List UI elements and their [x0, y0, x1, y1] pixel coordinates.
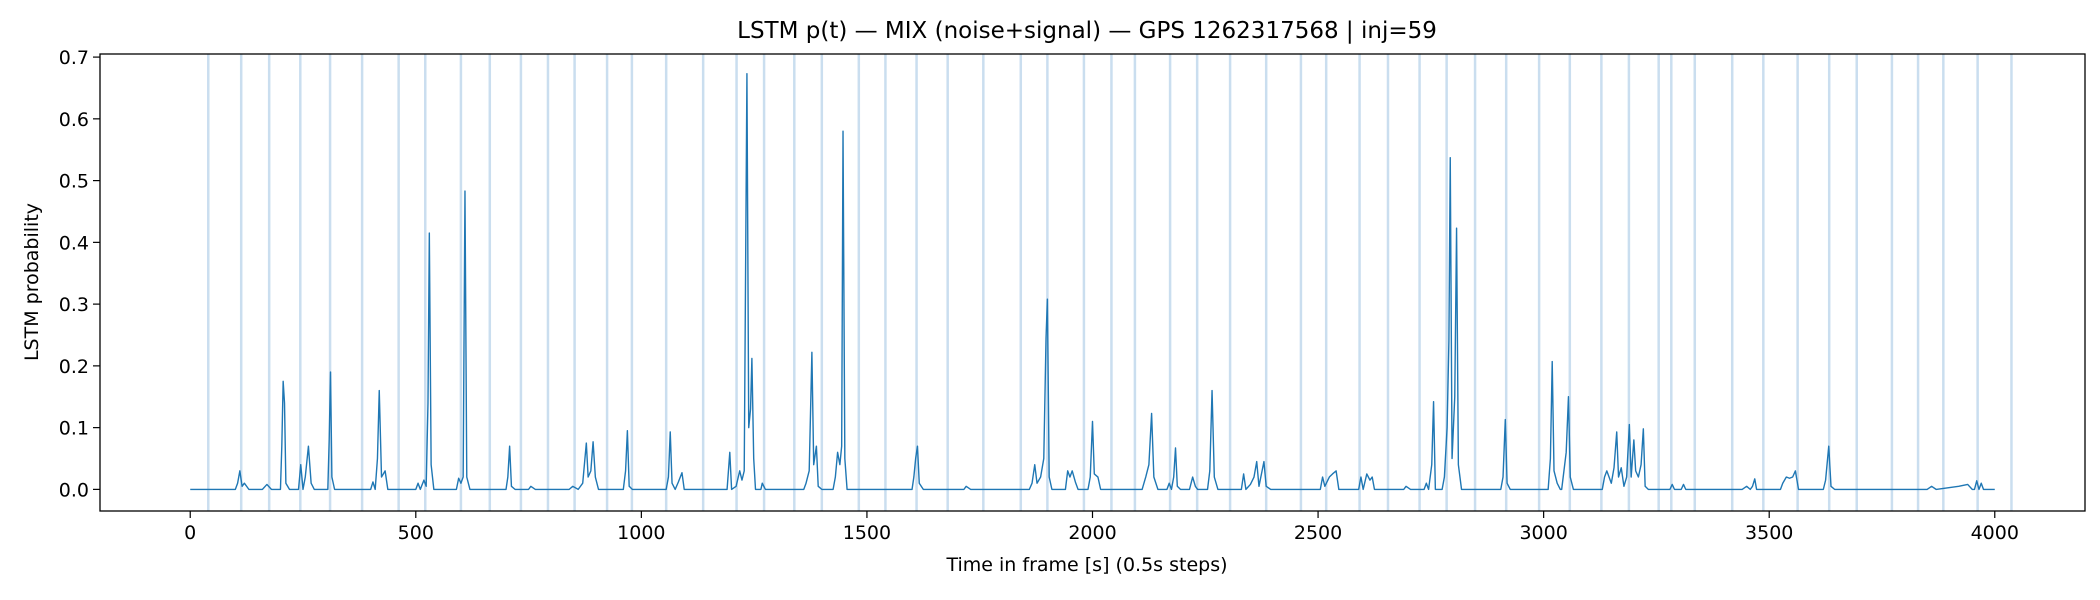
- y-axis-label: LSTM probability: [21, 203, 43, 361]
- y-tick-label: 0.2: [59, 356, 89, 378]
- x-tick-label: 1500: [843, 522, 891, 544]
- chart-title: LSTM p(t) — MIX (noise+signal) — GPS 126…: [737, 18, 1437, 44]
- x-tick-label: 3500: [1745, 522, 1793, 544]
- y-axis: 0.0 0.1 0.2 0.3 0.4 0.5 0.6 0.7: [59, 47, 100, 501]
- x-tick-label: 2500: [1294, 522, 1342, 544]
- x-axis-label: Time in frame [s] (0.5s steps): [945, 554, 1227, 576]
- x-tick-label: 3000: [1519, 522, 1567, 544]
- x-tick-label: 0: [184, 522, 196, 544]
- x-tick-label: 500: [398, 522, 434, 544]
- y-tick-label: 0.5: [59, 171, 89, 193]
- series-lines: [190, 73, 1995, 491]
- y-tick-label: 0.6: [59, 109, 89, 131]
- x-tick-label: 4000: [1971, 522, 2019, 544]
- y-tick-label: 0.0: [59, 479, 89, 501]
- probability-series-line: [190, 73, 1995, 491]
- x-tick-label: 1000: [617, 522, 665, 544]
- y-tick-label: 0.1: [59, 418, 89, 440]
- y-tick-label: 0.3: [59, 294, 89, 316]
- x-axis: 0 500 1000 1500 2000 2500 3000 3500 4000: [184, 511, 2019, 544]
- x-tick-label: 2000: [1068, 522, 1116, 544]
- y-tick-label: 0.4: [59, 232, 89, 254]
- y-tick-label: 0.7: [59, 47, 89, 69]
